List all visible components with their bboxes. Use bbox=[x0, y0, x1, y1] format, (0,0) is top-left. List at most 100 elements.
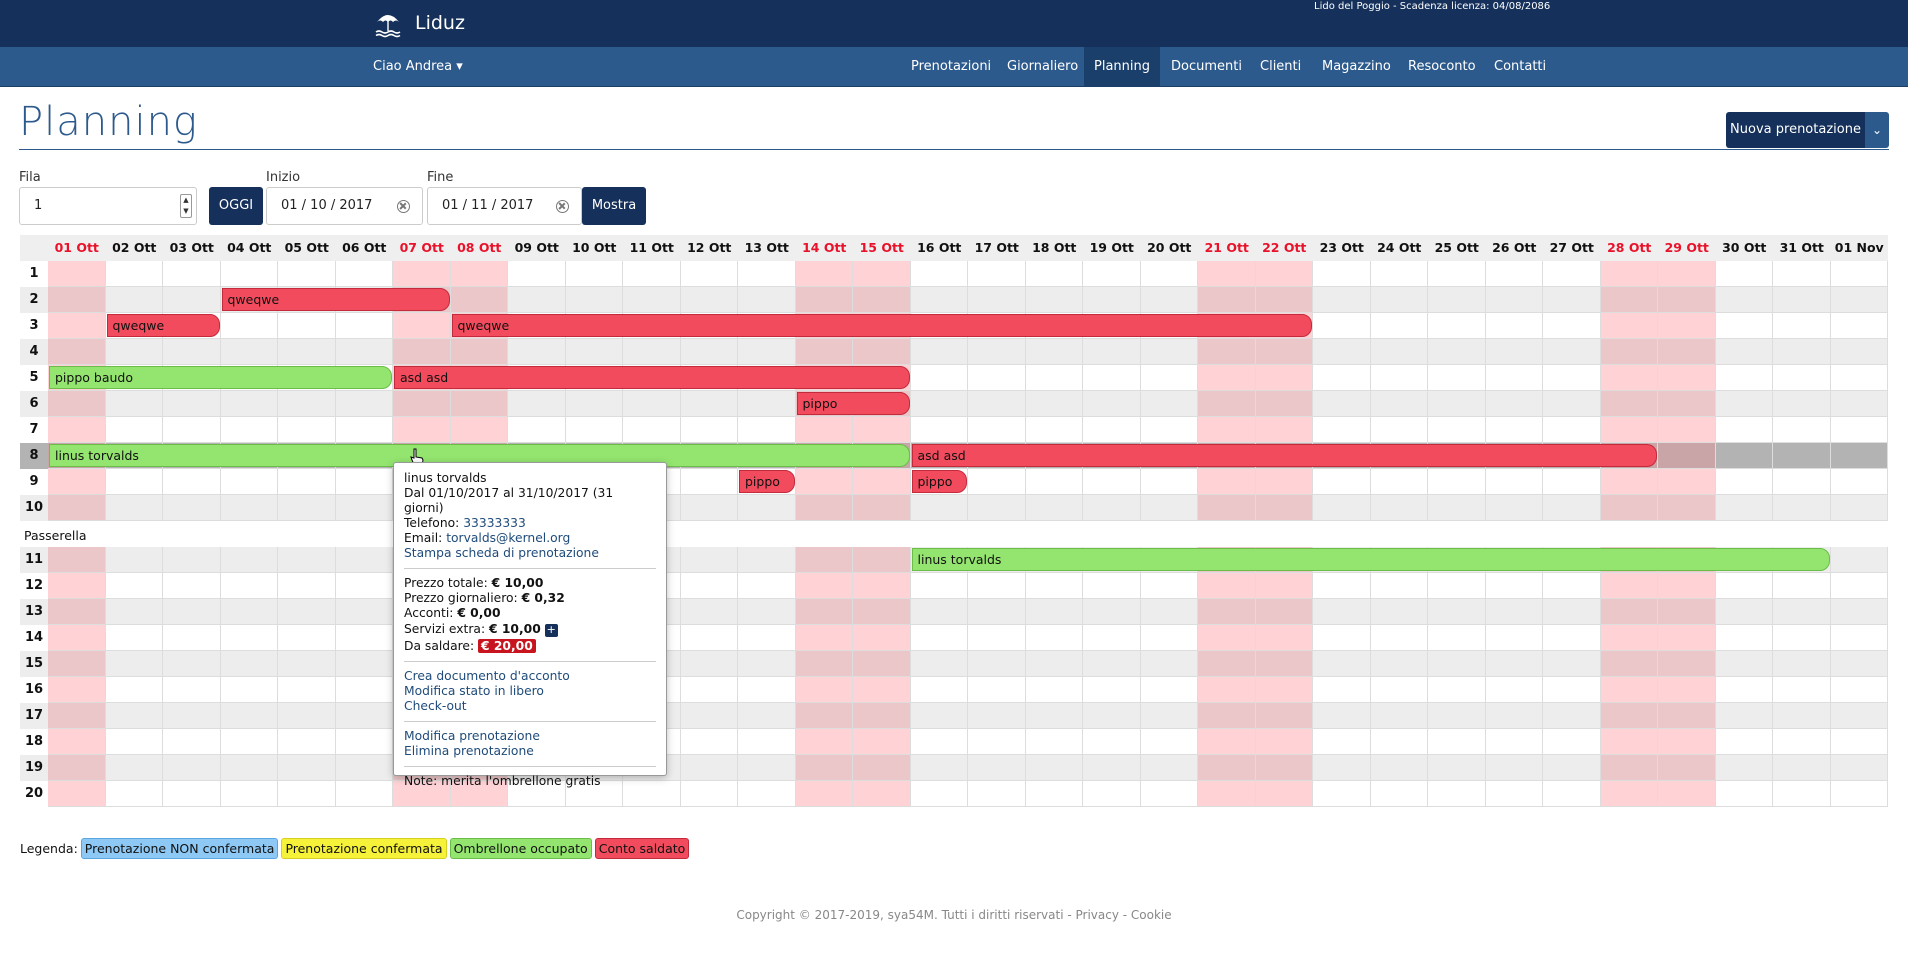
grid-cell[interactable] bbox=[795, 287, 853, 313]
grid-cell[interactable] bbox=[853, 495, 911, 521]
grid-cell[interactable] bbox=[1773, 755, 1831, 781]
grid-cell[interactable] bbox=[1830, 599, 1888, 625]
grid-cell[interactable] bbox=[1370, 417, 1428, 443]
grid-cell[interactable] bbox=[1370, 599, 1428, 625]
grid-cell[interactable] bbox=[1485, 391, 1543, 417]
fila-stepper[interactable]: ▲ ▼ bbox=[180, 194, 192, 218]
grid-cell[interactable] bbox=[910, 729, 968, 755]
grid-cell[interactable] bbox=[48, 339, 106, 365]
grid-cell[interactable] bbox=[968, 703, 1026, 729]
grid-cell[interactable] bbox=[680, 339, 738, 365]
grid-cell[interactable] bbox=[1658, 443, 1716, 469]
grid-cell[interactable] bbox=[450, 261, 508, 287]
grid-cell[interactable] bbox=[393, 391, 451, 417]
grid-cell[interactable] bbox=[795, 625, 853, 651]
grid-cell[interactable] bbox=[1313, 469, 1371, 495]
grid-cell[interactable] bbox=[795, 703, 853, 729]
grid-cell[interactable] bbox=[910, 703, 968, 729]
grid-cell[interactable] bbox=[565, 261, 623, 287]
grid-cell[interactable] bbox=[1830, 495, 1888, 521]
grid-cell[interactable] bbox=[1715, 781, 1773, 807]
grid-cell[interactable] bbox=[738, 547, 796, 573]
grid-cell[interactable] bbox=[738, 495, 796, 521]
grid-cell[interactable] bbox=[1255, 703, 1313, 729]
grid-cell[interactable] bbox=[105, 417, 163, 443]
grid-cell[interactable] bbox=[1083, 495, 1141, 521]
grid-cell[interactable] bbox=[1715, 287, 1773, 313]
grid-cell[interactable] bbox=[1313, 599, 1371, 625]
grid-cell[interactable] bbox=[853, 573, 911, 599]
grid-cell[interactable] bbox=[1313, 703, 1371, 729]
grid-cell[interactable] bbox=[1313, 755, 1371, 781]
grid-cell[interactable] bbox=[1543, 781, 1601, 807]
grid-cell[interactable] bbox=[1543, 755, 1601, 781]
grid-cell[interactable] bbox=[910, 495, 968, 521]
grid-cell[interactable] bbox=[1198, 365, 1256, 391]
grid-cell[interactable] bbox=[968, 417, 1026, 443]
grid-cell[interactable] bbox=[1428, 261, 1486, 287]
grid-cell[interactable] bbox=[220, 703, 278, 729]
grid-cell[interactable] bbox=[623, 781, 681, 807]
grid-cell[interactable] bbox=[1773, 625, 1831, 651]
grid-cell[interactable] bbox=[1025, 677, 1083, 703]
grid-cell[interactable] bbox=[1370, 781, 1428, 807]
grid-cell[interactable] bbox=[1543, 677, 1601, 703]
grid-cell[interactable] bbox=[1485, 469, 1543, 495]
start-date-input[interactable]: 01 / 10 / 2017 bbox=[266, 187, 423, 225]
grid-cell[interactable] bbox=[1313, 573, 1371, 599]
grid-cell[interactable] bbox=[1140, 599, 1198, 625]
grid-cell[interactable] bbox=[1428, 391, 1486, 417]
grid-cell[interactable] bbox=[738, 677, 796, 703]
grid-cell[interactable] bbox=[1313, 625, 1371, 651]
grid-cell[interactable] bbox=[508, 287, 566, 313]
grid-cell[interactable] bbox=[910, 287, 968, 313]
brand[interactable]: Liduz bbox=[373, 8, 465, 38]
grid-cell[interactable] bbox=[680, 729, 738, 755]
grid-cell[interactable] bbox=[1025, 261, 1083, 287]
grid-cell[interactable] bbox=[1830, 573, 1888, 599]
grid-cell[interactable] bbox=[1083, 417, 1141, 443]
grid-cell[interactable] bbox=[1715, 599, 1773, 625]
grid-cell[interactable] bbox=[105, 729, 163, 755]
grid-cell[interactable] bbox=[1773, 729, 1831, 755]
grid-cell[interactable] bbox=[910, 391, 968, 417]
grid-cell[interactable] bbox=[393, 261, 451, 287]
grid-cell[interactable] bbox=[163, 547, 221, 573]
grid-cell[interactable] bbox=[1773, 573, 1831, 599]
grid-cell[interactable] bbox=[1198, 573, 1256, 599]
booking-bar[interactable]: pippo bbox=[796, 392, 910, 415]
grid-cell[interactable] bbox=[163, 781, 221, 807]
grid-cell[interactable] bbox=[1083, 573, 1141, 599]
grid-cell[interactable] bbox=[795, 781, 853, 807]
grid-cell[interactable] bbox=[1658, 287, 1716, 313]
grid-cell[interactable] bbox=[1255, 365, 1313, 391]
grid-cell[interactable] bbox=[220, 469, 278, 495]
grid-cell[interactable] bbox=[508, 339, 566, 365]
grid-cell[interactable] bbox=[278, 391, 336, 417]
grid-cell[interactable] bbox=[1830, 365, 1888, 391]
grid-cell[interactable] bbox=[1255, 781, 1313, 807]
grid-cell[interactable] bbox=[1485, 651, 1543, 677]
grid-cell[interactable] bbox=[1773, 677, 1831, 703]
grid-cell[interactable] bbox=[1083, 781, 1141, 807]
grid-cell[interactable] bbox=[1255, 261, 1313, 287]
grid-cell[interactable] bbox=[1198, 781, 1256, 807]
nav-item-magazzino[interactable]: Magazzino bbox=[1322, 59, 1391, 74]
user-menu[interactable]: Ciao Andrea ▾ bbox=[373, 59, 463, 74]
grid-cell[interactable] bbox=[1140, 755, 1198, 781]
grid-cell[interactable] bbox=[1428, 781, 1486, 807]
grid-cell[interactable] bbox=[1428, 677, 1486, 703]
grid-cell[interactable] bbox=[565, 781, 623, 807]
grid-cell[interactable] bbox=[1025, 729, 1083, 755]
grid-cell[interactable] bbox=[1255, 339, 1313, 365]
grid-cell[interactable] bbox=[335, 781, 393, 807]
grid-cell[interactable] bbox=[1428, 365, 1486, 391]
grid-cell[interactable] bbox=[1370, 365, 1428, 391]
grid-cell[interactable] bbox=[910, 651, 968, 677]
grid-cell[interactable] bbox=[335, 469, 393, 495]
grid-cell[interactable] bbox=[1715, 495, 1773, 521]
grid-cell[interactable] bbox=[1140, 365, 1198, 391]
grid-cell[interactable] bbox=[1543, 495, 1601, 521]
grid-cell[interactable] bbox=[1083, 755, 1141, 781]
grid-cell[interactable] bbox=[910, 755, 968, 781]
